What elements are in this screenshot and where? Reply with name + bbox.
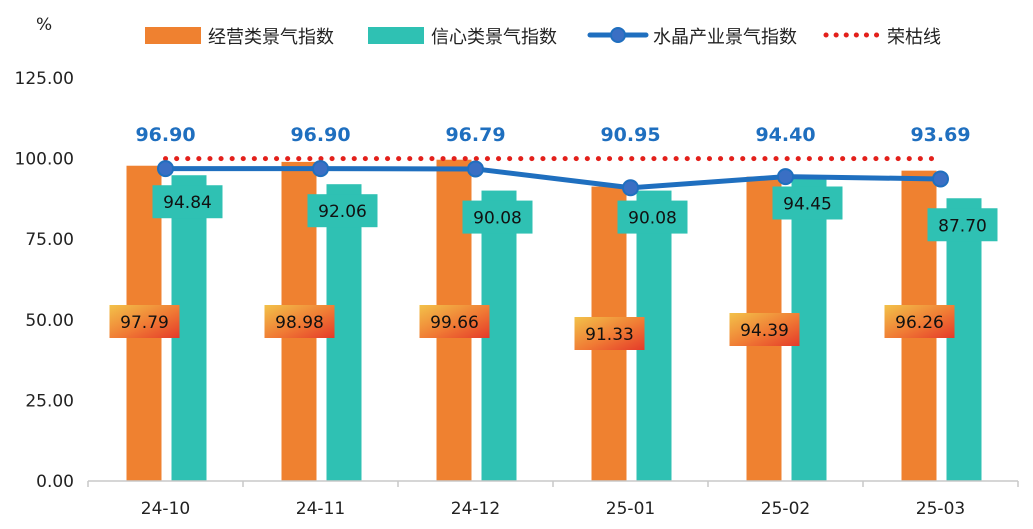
x-tick-label: 25-02 [761, 499, 810, 519]
bar-confidence-value-label: 94.84 [163, 193, 212, 213]
legend-item-confidence: 信心类景气指数 [368, 27, 557, 48]
crystal-index-point [777, 168, 794, 186]
bar-confidence [946, 198, 982, 482]
crystal-index-point [622, 179, 639, 197]
y-axis-unit: % [36, 15, 52, 35]
bar-confidence-label-box [772, 186, 843, 220]
bar-confidence-value-label: 94.45 [783, 194, 832, 214]
bar-operating-value-label: 91.33 [585, 325, 634, 345]
legend-swatch-operating [145, 27, 201, 44]
x-tick-label: 25-01 [606, 499, 655, 519]
y-tick-label: 0.00 [36, 472, 74, 492]
bar-operating-value-label: 98.98 [275, 313, 324, 333]
legend-label-crystal-index: 水晶产业景气指数 [653, 27, 797, 48]
bar-confidence-label-box [152, 185, 223, 219]
legend-label-threshold: 荣枯线 [887, 27, 941, 48]
bar-labels: 97.79 94.84 98.98 92.06 99.66 90.08 91.33 90.08… [109, 185, 998, 350]
legend-label-operating: 经营类景气指数 [208, 27, 334, 48]
y-axis: 0.00 25.00 50.00 75.00 100.00 125.00 [15, 69, 74, 492]
y-tick-label: 25.00 [25, 391, 74, 411]
bar-confidence-label-box [927, 208, 998, 242]
y-tick-label: 100.00 [15, 150, 74, 170]
bar-confidence-label-box [617, 200, 688, 234]
legend-item-operating: 经营类景气指数 [145, 27, 334, 48]
bar-operating-value-label: 97.79 [120, 313, 169, 333]
bar-confidence-label-box [462, 200, 533, 234]
y-tick-label: 75.00 [25, 230, 74, 250]
y-tick-label: 50.00 [25, 311, 74, 331]
bar-operating-value-label: 99.66 [430, 313, 479, 333]
bar-confidence-value-label: 92.06 [318, 202, 367, 222]
bar-operating-label-box [574, 317, 645, 350]
y-tick-label: 125.00 [15, 69, 74, 89]
bars [126, 159, 982, 482]
bar-operating-label-box [884, 305, 955, 338]
legend-marker-crystal-index [610, 27, 626, 43]
legend-item-crystal-index: 水晶产业景气指数 [587, 27, 797, 48]
bar-operating-label-box [419, 305, 490, 338]
bar-confidence-value-label: 90.08 [628, 209, 677, 229]
bar-operating-label-box [729, 313, 800, 346]
crystal-index-point [312, 160, 329, 178]
x-tick-label: 25-03 [916, 499, 965, 519]
crystal-index-value-label: 93.69 [910, 124, 970, 146]
legend-item-threshold: 荣枯线 [823, 27, 941, 48]
x-axis: 24-10 24-11 24-12 25-01 25-02 25-03 [87, 480, 1019, 519]
crystal-index-polyline [165, 166, 941, 191]
legend: 经营类景气指数 信心类景气指数 水晶产业景气指数 荣枯线 [145, 27, 941, 48]
crystal-index-value-label: 90.95 [600, 124, 660, 146]
crystal-index-value-label: 94.40 [755, 124, 815, 146]
bar-confidence-value-label: 87.70 [938, 216, 987, 236]
x-tick-label: 24-12 [451, 499, 500, 519]
bar-confidence-value-label: 90.08 [473, 209, 522, 229]
crystal-index-point [932, 170, 949, 188]
bar-operating-label-box [109, 305, 180, 338]
crystal-index-value-label: 96.90 [290, 124, 350, 146]
bar-confidence-label-box [307, 194, 378, 228]
bar-operating-label-box [264, 305, 335, 338]
x-tick-label: 24-10 [141, 499, 190, 519]
legend-swatch-confidence [368, 27, 424, 44]
legend-label-confidence: 信心类景气指数 [431, 27, 557, 48]
crystal-index-point [157, 160, 174, 178]
bar-operating-value-label: 94.39 [740, 321, 789, 341]
crystal-index-value-label: 96.79 [445, 124, 505, 146]
crystal-index-line: 96.90 96.90 96.79 90.95 94.40 93.69 [135, 124, 971, 197]
crystal-index-point [467, 160, 484, 178]
x-tick-label: 24-11 [296, 499, 345, 519]
bar-operating-value-label: 96.26 [895, 313, 944, 333]
crystal-index-value-label: 96.90 [135, 124, 195, 146]
